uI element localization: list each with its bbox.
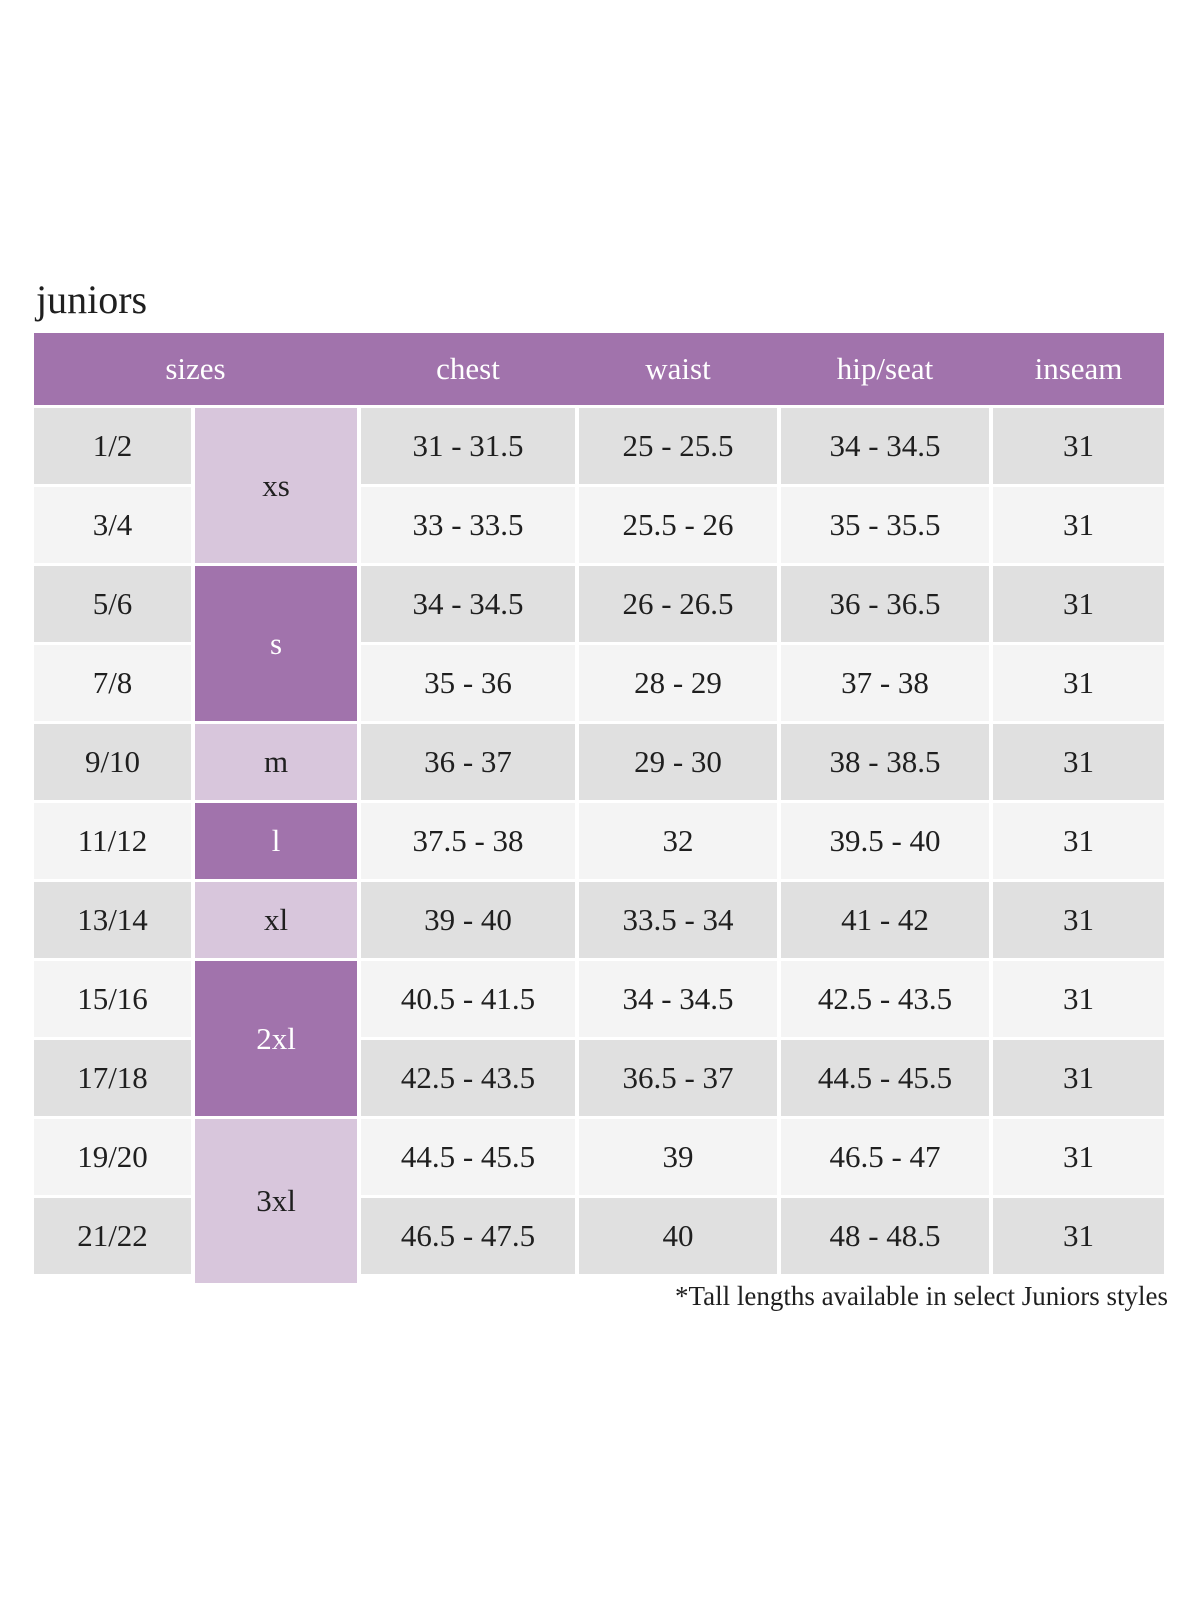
cell-waist: 26 - 26.5 [579, 566, 777, 642]
cell-hip-seat: 35 - 35.5 [781, 487, 989, 563]
cell-waist: 28 - 29 [579, 645, 777, 721]
cell-hip-seat: 41 - 42 [781, 882, 989, 958]
cell-inseam: 31 [993, 961, 1164, 1037]
cell-waist: 25.5 - 26 [579, 487, 777, 563]
header-inseam: inseam [1034, 351, 1123, 386]
header-chest: chest [436, 351, 500, 386]
cell-inseam: 31 [993, 724, 1164, 800]
cell-size: 1/2 [34, 408, 191, 484]
cell-chest: 34 - 34.5 [361, 566, 575, 642]
cell-size: 19/20 [34, 1119, 191, 1195]
cell-chest: 44.5 - 45.5 [361, 1119, 575, 1195]
cell-waist: 34 - 34.5 [579, 961, 777, 1037]
size-group-xs: xs [195, 408, 357, 563]
cell-size: 11/12 [34, 803, 191, 879]
cell-chest: 37.5 - 38 [361, 803, 575, 879]
cell-size: 5/6 [34, 566, 191, 642]
cell-inseam: 31 [993, 1040, 1164, 1116]
cell-hip-seat: 34 - 34.5 [781, 408, 989, 484]
tall-lengths-footnote: *Tall lengths available in select Junior… [674, 1281, 1168, 1311]
cell-hip-seat: 37 - 38 [781, 645, 989, 721]
cell-chest: 40.5 - 41.5 [361, 961, 575, 1037]
cell-hip-seat: 39.5 - 40 [781, 803, 989, 879]
page-title: juniors [36, 277, 148, 322]
cell-hip-seat: 38 - 38.5 [781, 724, 989, 800]
header-hip-seat: hip/seat [836, 351, 934, 386]
cell-waist: 29 - 30 [579, 724, 777, 800]
cell-hip-seat: 48 - 48.5 [781, 1198, 989, 1274]
cell-waist: 32 [579, 803, 777, 879]
cell-waist: 40 [579, 1198, 777, 1274]
cell-size: 7/8 [34, 645, 191, 721]
cell-size: 17/18 [34, 1040, 191, 1116]
size-group-xl: xl [195, 882, 357, 958]
cell-hip-seat: 46.5 - 47 [781, 1119, 989, 1195]
cell-size: 21/22 [34, 1198, 191, 1274]
cell-inseam: 31 [993, 1198, 1164, 1274]
cell-hip-seat: 36 - 36.5 [781, 566, 989, 642]
cell-chest: 46.5 - 47.5 [361, 1198, 575, 1274]
cell-waist: 36.5 - 37 [579, 1040, 777, 1116]
cell-hip-seat: 44.5 - 45.5 [781, 1040, 989, 1116]
cell-size: 13/14 [34, 882, 191, 958]
cell-chest: 31 - 31.5 [361, 408, 575, 484]
header-sizes: sizes [165, 351, 226, 386]
cell-chest: 42.5 - 43.5 [361, 1040, 575, 1116]
cell-inseam: 31 [993, 487, 1164, 563]
cell-hip-seat: 42.5 - 43.5 [781, 961, 989, 1037]
size-group-s: s [195, 566, 357, 721]
cell-inseam: 31 [993, 803, 1164, 879]
cell-inseam: 31 [993, 566, 1164, 642]
size-group-m: m [195, 724, 357, 800]
cell-inseam: 31 [993, 408, 1164, 484]
cell-chest: 36 - 37 [361, 724, 575, 800]
size-group-3xl: 3xl [195, 1119, 357, 1283]
juniors-size-chart: sizes chest waist hip/seat inseam xs s m… [34, 333, 1164, 1283]
cell-waist: 25 - 25.5 [579, 408, 777, 484]
size-group-l: l [195, 803, 357, 879]
cell-size: 9/10 [34, 724, 191, 800]
cell-chest: 33 - 33.5 [361, 487, 575, 563]
cell-waist: 33.5 - 34 [579, 882, 777, 958]
cell-inseam: 31 [993, 882, 1164, 958]
cell-chest: 35 - 36 [361, 645, 575, 721]
cell-size: 15/16 [34, 961, 191, 1037]
cell-waist: 39 [579, 1119, 777, 1195]
cell-inseam: 31 [993, 645, 1164, 721]
cell-inseam: 31 [993, 1119, 1164, 1195]
cell-chest: 39 - 40 [361, 882, 575, 958]
header-waist: waist [645, 351, 711, 386]
size-group-2xl: 2xl [195, 961, 357, 1116]
cell-size: 3/4 [34, 487, 191, 563]
table-header-row: sizes chest waist hip/seat inseam [34, 333, 1164, 405]
